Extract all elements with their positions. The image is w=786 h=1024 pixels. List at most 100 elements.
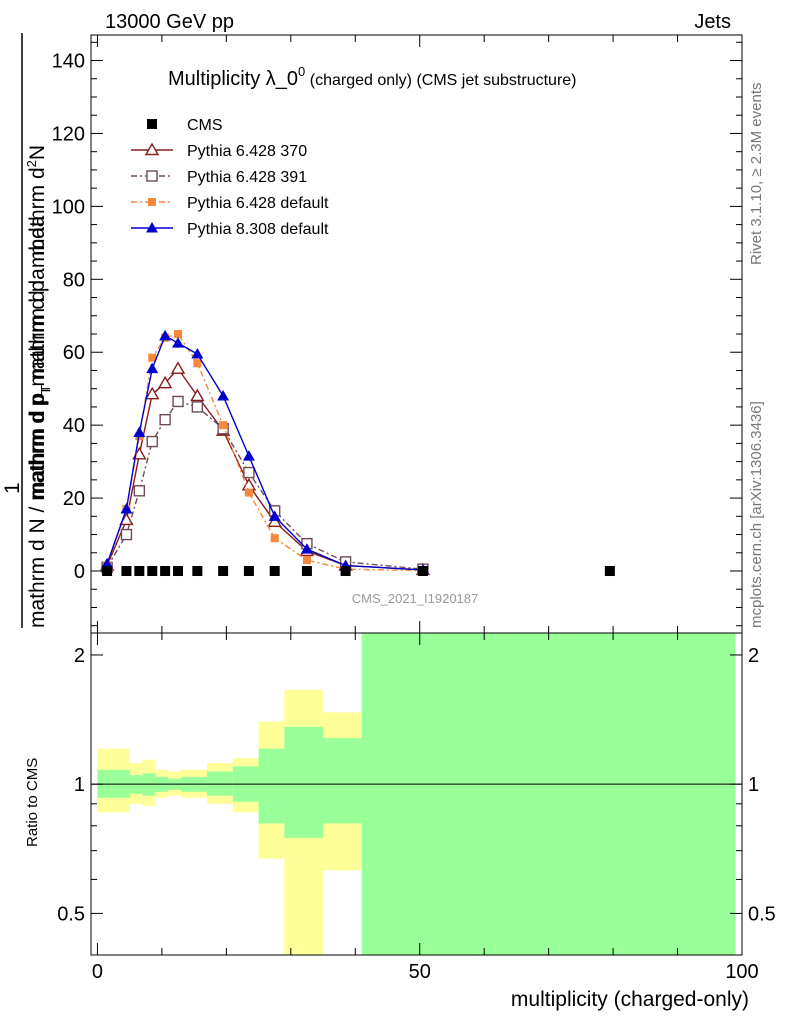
legend-marker — [146, 170, 158, 182]
ratio-y-axis-label: Ratio to CMS — [24, 758, 41, 847]
data-point — [133, 485, 146, 497]
data-point — [134, 566, 145, 577]
ratio-inner-band — [323, 738, 362, 824]
legend-entry: Pythia 6.428 370 — [131, 142, 307, 160]
series-pythia-4 — [101, 329, 429, 575]
ratio-inner-band — [207, 771, 233, 796]
data-point — [242, 450, 255, 461]
data-point — [244, 488, 253, 497]
data-point — [146, 435, 158, 448]
x-tick-label: 100 — [725, 961, 758, 983]
y-label-denominator: mathrm d pT mathrm d lambda — [26, 215, 53, 499]
data-point — [121, 566, 132, 577]
legend-label: Pythia 6.428 default — [187, 195, 329, 212]
data-point — [300, 543, 313, 554]
data-point — [268, 510, 281, 521]
x-tick-label: 50 — [409, 961, 431, 983]
data-point — [146, 362, 159, 374]
header-energy-label: 13000 GeV pp — [105, 11, 234, 33]
data-point — [267, 514, 282, 527]
data-point — [191, 348, 204, 359]
data-point — [102, 566, 113, 577]
ratio-y-tick-label-right: 2 — [748, 645, 759, 667]
data-point — [417, 566, 428, 577]
y-label-numerator-exponent: 2 — [24, 160, 39, 167]
ratio-ticks: 0.5 0.5 1 1 2 2 0 50 100 — [57, 633, 776, 983]
y-label-denominator-lambda: mathrm d lambda — [26, 215, 49, 385]
y-tick-label: 100 — [52, 196, 85, 218]
ratio-inner-band — [258, 748, 285, 824]
ratio-y-tick-label-left: 0.5 — [57, 903, 85, 925]
y-label-denominator-d: mathrm d p — [26, 393, 49, 499]
ratio-inner-band — [477, 633, 736, 955]
series-line — [106, 400, 424, 570]
y-tick-label: 120 — [52, 123, 85, 145]
y-tick-label: 80 — [63, 269, 85, 291]
series-cms — [102, 566, 615, 577]
data-point — [173, 566, 184, 577]
legend-label: Pythia 6.428 370 — [187, 143, 307, 160]
data-point — [340, 566, 351, 577]
data-point — [120, 503, 133, 514]
legend-entry: Pythia 8.308 default — [131, 221, 329, 238]
main-plot-content — [99, 329, 615, 577]
series-pythia-1 — [99, 361, 431, 576]
data-point — [270, 534, 279, 543]
data-point — [160, 566, 171, 577]
data-point — [120, 528, 133, 541]
data-point — [301, 566, 312, 577]
data-point — [133, 426, 146, 437]
y-label-numerator-d2n: mathrm d2N — [24, 145, 49, 256]
y-label-normalization-main: mathrm d N / mathrm d p — [26, 395, 49, 628]
ratio-inner-band — [361, 633, 478, 955]
data-point — [159, 329, 172, 341]
ratio-plot-panel: 0.5 0.5 1 1 2 2 0 50 100 Ratio to CMS multiplici… — [24, 632, 776, 1011]
y-label-numerator-d: mathrm d — [26, 167, 49, 256]
y-label-normalization-subscript: T — [38, 387, 53, 395]
data-point — [192, 566, 203, 577]
header-category-label: Jets — [694, 11, 731, 33]
data-point — [269, 566, 280, 577]
legend-marker — [147, 119, 157, 129]
analysis-id-watermark: CMS_2021_I1920187 — [352, 591, 479, 606]
legend-marker — [146, 222, 158, 233]
legend-entry: Pythia 6.428 default — [131, 195, 329, 212]
plot-title-main: Multiplicity λ_0 — [168, 68, 298, 90]
plot-title: Multiplicity λ_00 (charged only) (CMS je… — [168, 64, 577, 90]
legend-label: Pythia 6.428 391 — [187, 169, 307, 186]
data-point — [241, 477, 257, 491]
ratio-plot-content — [91, 633, 742, 955]
mcplots-reference-label: mcplots.cern.ch [arXiv:1306.3436] — [748, 401, 765, 628]
y-label-normalization-tail: mathrm d p — [26, 280, 49, 386]
main-y-axis-label: mathrm d2N mathrm d pT mathrm d lambda 1… — [1, 33, 53, 628]
data-point — [174, 330, 183, 338]
y-tick-label: 40 — [63, 415, 85, 437]
data-point — [172, 395, 184, 408]
legend-marker — [148, 198, 156, 206]
data-point — [101, 557, 114, 569]
data-point — [172, 337, 185, 348]
data-point — [170, 361, 186, 374]
main-y-ticks: 0 20 40 60 80 100 120 140 — [52, 35, 743, 633]
data-point — [148, 353, 157, 362]
legend-entry: CMS — [147, 117, 223, 134]
y-tick-label: 60 — [63, 342, 85, 364]
plot-title-suffix: (charged only) (CMS jet substructure) — [310, 72, 577, 89]
data-point — [145, 386, 160, 400]
legend: CMS Pythia 6.428 370 Pythia 6.428 391 Pythi… — [131, 117, 329, 238]
data-point — [217, 389, 230, 401]
series-pythia-2 — [101, 395, 429, 575]
legend-label: CMS — [187, 117, 223, 134]
y-label-numerator-n: N — [26, 145, 49, 160]
plot-title-superscript: 0 — [298, 64, 305, 79]
ratio-y-tick-label-right: 1 — [748, 774, 759, 796]
legend-label: Pythia 8.308 default — [187, 221, 329, 238]
ratio-y-tick-label-left: 2 — [74, 645, 85, 667]
ratio-inner-band — [284, 726, 324, 838]
data-point — [147, 566, 158, 577]
data-point — [604, 566, 615, 577]
data-point — [191, 401, 204, 413]
data-point — [157, 375, 173, 389]
